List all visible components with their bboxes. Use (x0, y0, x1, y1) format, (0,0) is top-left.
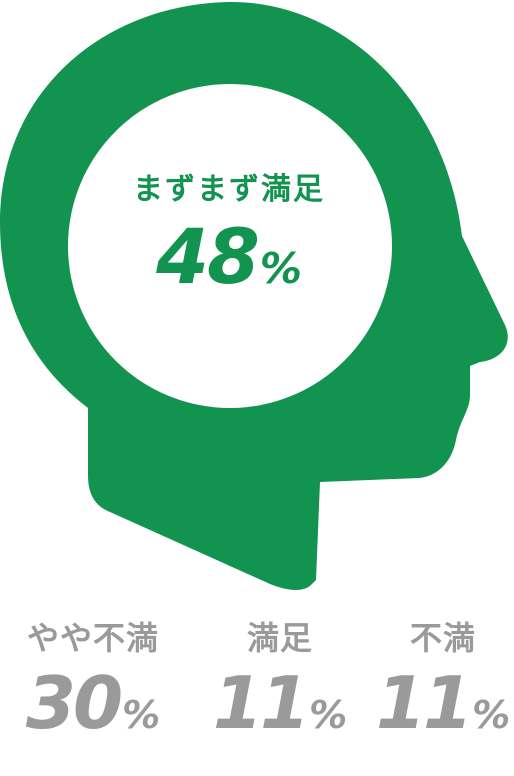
head-silhouette (0, 1, 508, 591)
head-shape (0, 1, 508, 591)
main-percentage-unit: % (259, 244, 302, 293)
head-illustration: まずまず満足 48% (0, 1, 508, 591)
stat-percentage: 11% (372, 658, 514, 768)
stat-label: やや不満 (26, 619, 159, 657)
main-percentage: 48% (104, 212, 354, 301)
stat-percentage: 30% (0, 658, 186, 768)
stat-percentage-unit: % (472, 693, 511, 737)
stat-percentage-unit: % (122, 693, 161, 737)
main-percentage-number: 48 (156, 212, 260, 301)
stat-item: 満足 11% (200, 618, 360, 768)
stat-percentage-number: 11 (212, 661, 310, 745)
stat-percentage-number: 11 (375, 661, 473, 745)
stat-item: 不満 11% (372, 618, 514, 768)
stat-percentage-unit: % (309, 693, 348, 737)
stat-label: 満足 (246, 619, 313, 657)
stat-percentage: 11% (200, 658, 360, 768)
main-category-label: まずまず満足 (133, 172, 325, 207)
stat-percentage-number: 30 (25, 661, 123, 745)
stat-item: やや不満 30% (0, 618, 186, 768)
stat-label: 不満 (409, 619, 476, 657)
